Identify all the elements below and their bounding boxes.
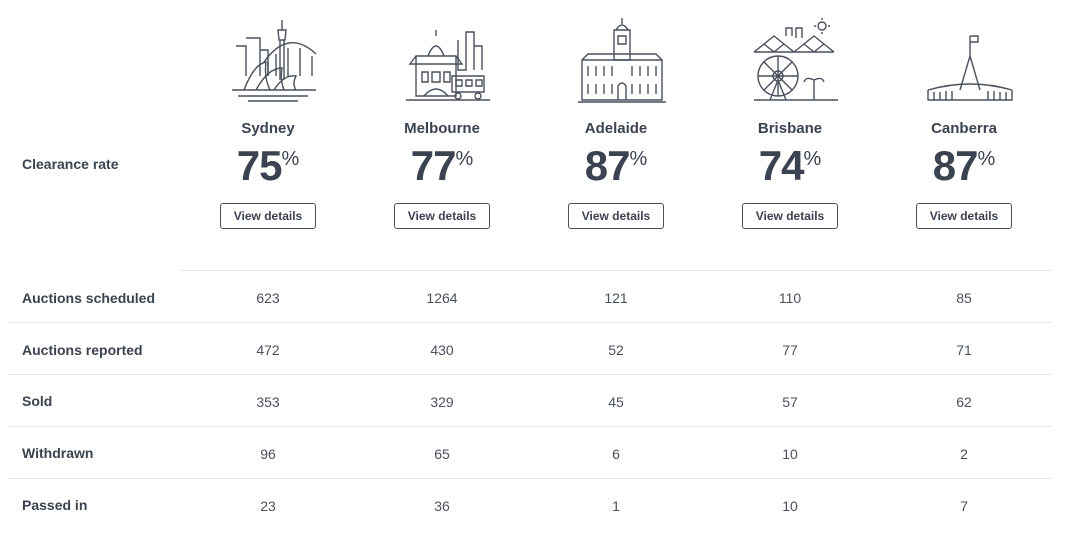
clearance-rate-value: 77% [410,142,474,189]
view-details-button-sydney[interactable]: View details [220,203,316,229]
table-cell: 62 [956,394,972,410]
row-divider [8,478,1052,479]
table-cell: 1264 [426,290,458,306]
table-cell: 430 [430,342,454,358]
melbourne-skyline-icon [402,16,494,104]
view-details-button-canberra[interactable]: View details [916,203,1012,229]
clearance-rate-value: 87% [932,142,996,189]
row-divider [180,270,1052,271]
table-cell: 2 [960,446,968,462]
table-cell: 77 [782,342,798,358]
view-details-button-adelaide[interactable]: View details [568,203,664,229]
table-cell: 10 [782,498,798,514]
table-cell: 52 [608,342,624,358]
city-name: Adelaide [584,120,648,137]
row-label: Auctions scheduled [22,290,156,306]
table-cell: 57 [782,394,798,410]
row-divider [8,322,1052,323]
row-label: Sold [22,393,53,409]
clearance-rate-value: 75% [236,142,300,189]
table-cell: 7 [960,498,968,514]
table-cell: 36 [434,498,450,514]
sydney-skyline-icon [228,16,320,104]
adelaide-skyline-icon [576,16,668,104]
table-cell: 1 [612,498,620,514]
city-name: Canberra [931,120,997,137]
table-cell: 329 [430,394,454,410]
table-cell: 110 [778,290,802,306]
canberra-skyline-icon [924,16,1016,104]
table-cell: 45 [608,394,624,410]
table-cell: 623 [256,290,280,306]
view-details-button-melbourne[interactable]: View details [394,203,490,229]
row-label: Withdrawn [22,445,94,461]
table-cell: 121 [604,290,628,306]
row-divider [8,374,1052,375]
table-cell: 96 [260,446,276,462]
clearance-rate-label: Clearance rate [22,156,119,172]
table-cell: 85 [956,290,972,306]
city-name: Sydney [241,120,295,137]
table-cell: 6 [612,446,620,462]
clearance-rate-value: 87% [584,142,648,189]
row-divider [8,426,1052,427]
city-name: Brisbane [757,120,823,137]
city-name: Melbourne [404,120,480,137]
row-label: Passed in [22,497,88,513]
brisbane-skyline-icon [750,16,842,104]
row-label: Auctions reported [22,342,143,358]
table-cell: 71 [956,342,972,358]
table-cell: 10 [782,446,798,462]
table-cell: 472 [256,342,280,358]
table-cell: 353 [256,394,280,410]
table-cell: 23 [260,498,276,514]
clearance-rate-value: 74% [758,142,822,189]
view-details-button-brisbane[interactable]: View details [742,203,838,229]
table-cell: 65 [434,446,450,462]
